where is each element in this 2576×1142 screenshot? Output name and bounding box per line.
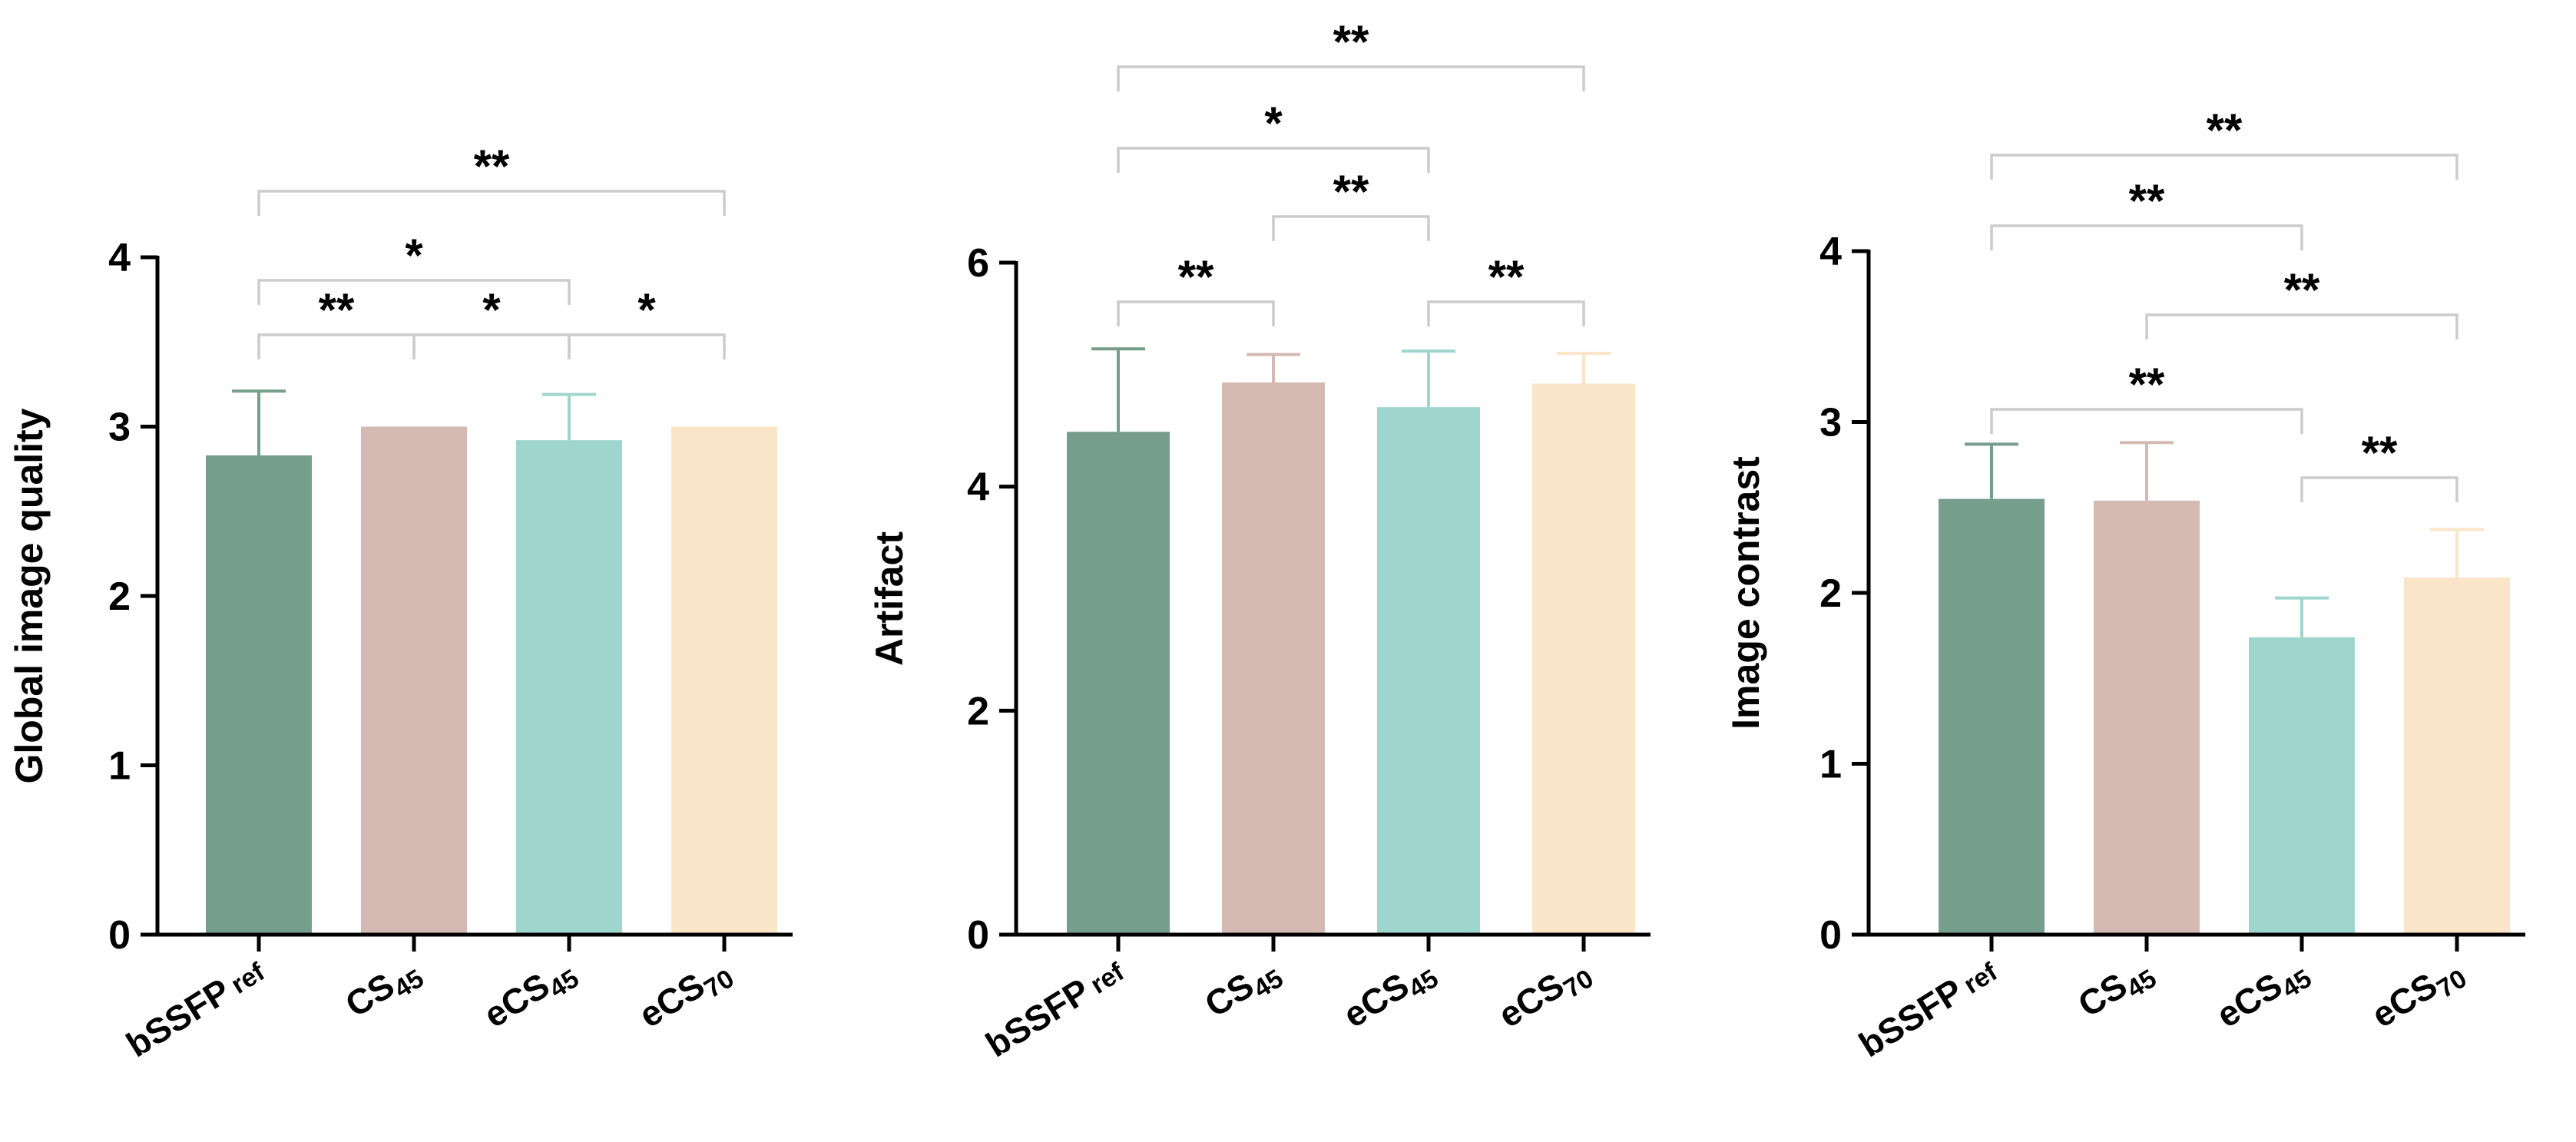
significance-bracket <box>412 333 571 359</box>
significance-label: * <box>482 284 501 336</box>
y-tick-label: 2 <box>967 689 989 733</box>
significance-bracket <box>2300 476 2458 502</box>
y-tick-label: 4 <box>108 236 131 280</box>
y-tick-label: 3 <box>108 405 131 450</box>
x-tick-label: bSSFPref <box>1852 949 2003 1064</box>
significance-label: ** <box>1178 251 1214 303</box>
significance-bracket <box>257 279 571 305</box>
bar <box>1532 383 1635 935</box>
y-tick-label: 6 <box>967 241 989 286</box>
x-tick-label: CS45 <box>338 949 429 1030</box>
significance-label: ** <box>319 284 355 336</box>
y-tick-label: 0 <box>1819 913 1842 958</box>
x-tick-label: CS45 <box>2071 949 2161 1030</box>
y-tick-label: 2 <box>1819 571 1842 616</box>
y-tick-label: 0 <box>967 913 989 958</box>
y-axis-label: Global image quality <box>8 408 51 783</box>
significance-bracket <box>568 333 726 359</box>
y-tick-label: 1 <box>1819 743 1842 787</box>
x-tick-label: CS45 <box>1197 949 1288 1030</box>
significance-label: ** <box>2362 427 2398 478</box>
bar <box>1377 407 1480 935</box>
x-tick-label: eCS70 <box>632 949 740 1040</box>
significance-bracket <box>1272 215 1430 241</box>
x-tick-label: eCS70 <box>2365 949 2472 1040</box>
chart-panel-3: 0 1 2 3 4 bSSFPref CS45 eCS45 eCS70 Image contras… <box>1724 104 2525 1064</box>
x-tick-label: bSSFPref <box>119 949 270 1064</box>
bar <box>516 440 622 935</box>
x-tick-label: eCS45 <box>1336 949 1444 1040</box>
bar <box>2249 637 2355 935</box>
bar <box>1067 432 1170 935</box>
significance-bracket <box>1427 300 1585 326</box>
bar <box>2094 500 2200 935</box>
chart-panel-1: 0 1 2 3 4 bSSFPref CS45 eCS45 eCS70 Global image … <box>8 141 793 1064</box>
significance-bracket <box>1990 224 2303 250</box>
x-tick-label: eCS45 <box>477 949 584 1040</box>
significance-label: ** <box>1333 166 1369 217</box>
significance-bracket <box>1117 147 1430 173</box>
bar <box>1222 382 1325 935</box>
y-tick-label: 0 <box>108 913 131 958</box>
significance-label: ** <box>2129 175 2165 227</box>
x-tick-label: bSSFPref <box>978 949 1130 1064</box>
y-tick-label: 1 <box>108 744 131 789</box>
bar <box>361 426 467 935</box>
significance-label: * <box>1264 98 1283 149</box>
significance-label: ** <box>1488 251 1525 303</box>
significance-bracket <box>1117 300 1275 326</box>
significance-label: * <box>637 284 656 336</box>
significance-bracket <box>1990 408 2303 434</box>
bar <box>1939 498 2045 935</box>
y-tick-label: 3 <box>1819 401 1842 445</box>
y-axis-label: Artifact <box>868 531 911 666</box>
significance-label: * <box>405 230 423 281</box>
x-tick-label: eCS70 <box>1492 949 1599 1040</box>
significance-label: ** <box>2284 264 2320 316</box>
significance-label: ** <box>2129 359 2165 410</box>
bar <box>206 455 312 935</box>
significance-label: ** <box>474 141 510 192</box>
y-tick-label: 2 <box>108 574 131 619</box>
significance-bracket <box>2145 313 2458 339</box>
significance-bracket <box>1990 154 2458 180</box>
significance-label: ** <box>1333 16 1369 68</box>
x-tick-label: eCS45 <box>2210 949 2317 1040</box>
bar <box>671 426 777 935</box>
significance-bracket <box>257 333 416 359</box>
significance-label: ** <box>2207 104 2243 156</box>
y-axis-label: Image contrast <box>1724 456 1767 730</box>
y-tick-label: 4 <box>1819 230 1842 274</box>
significance-bracket <box>1117 65 1585 91</box>
significance-bracket <box>257 190 726 216</box>
bar <box>2404 577 2510 935</box>
y-tick-label: 4 <box>967 465 989 510</box>
